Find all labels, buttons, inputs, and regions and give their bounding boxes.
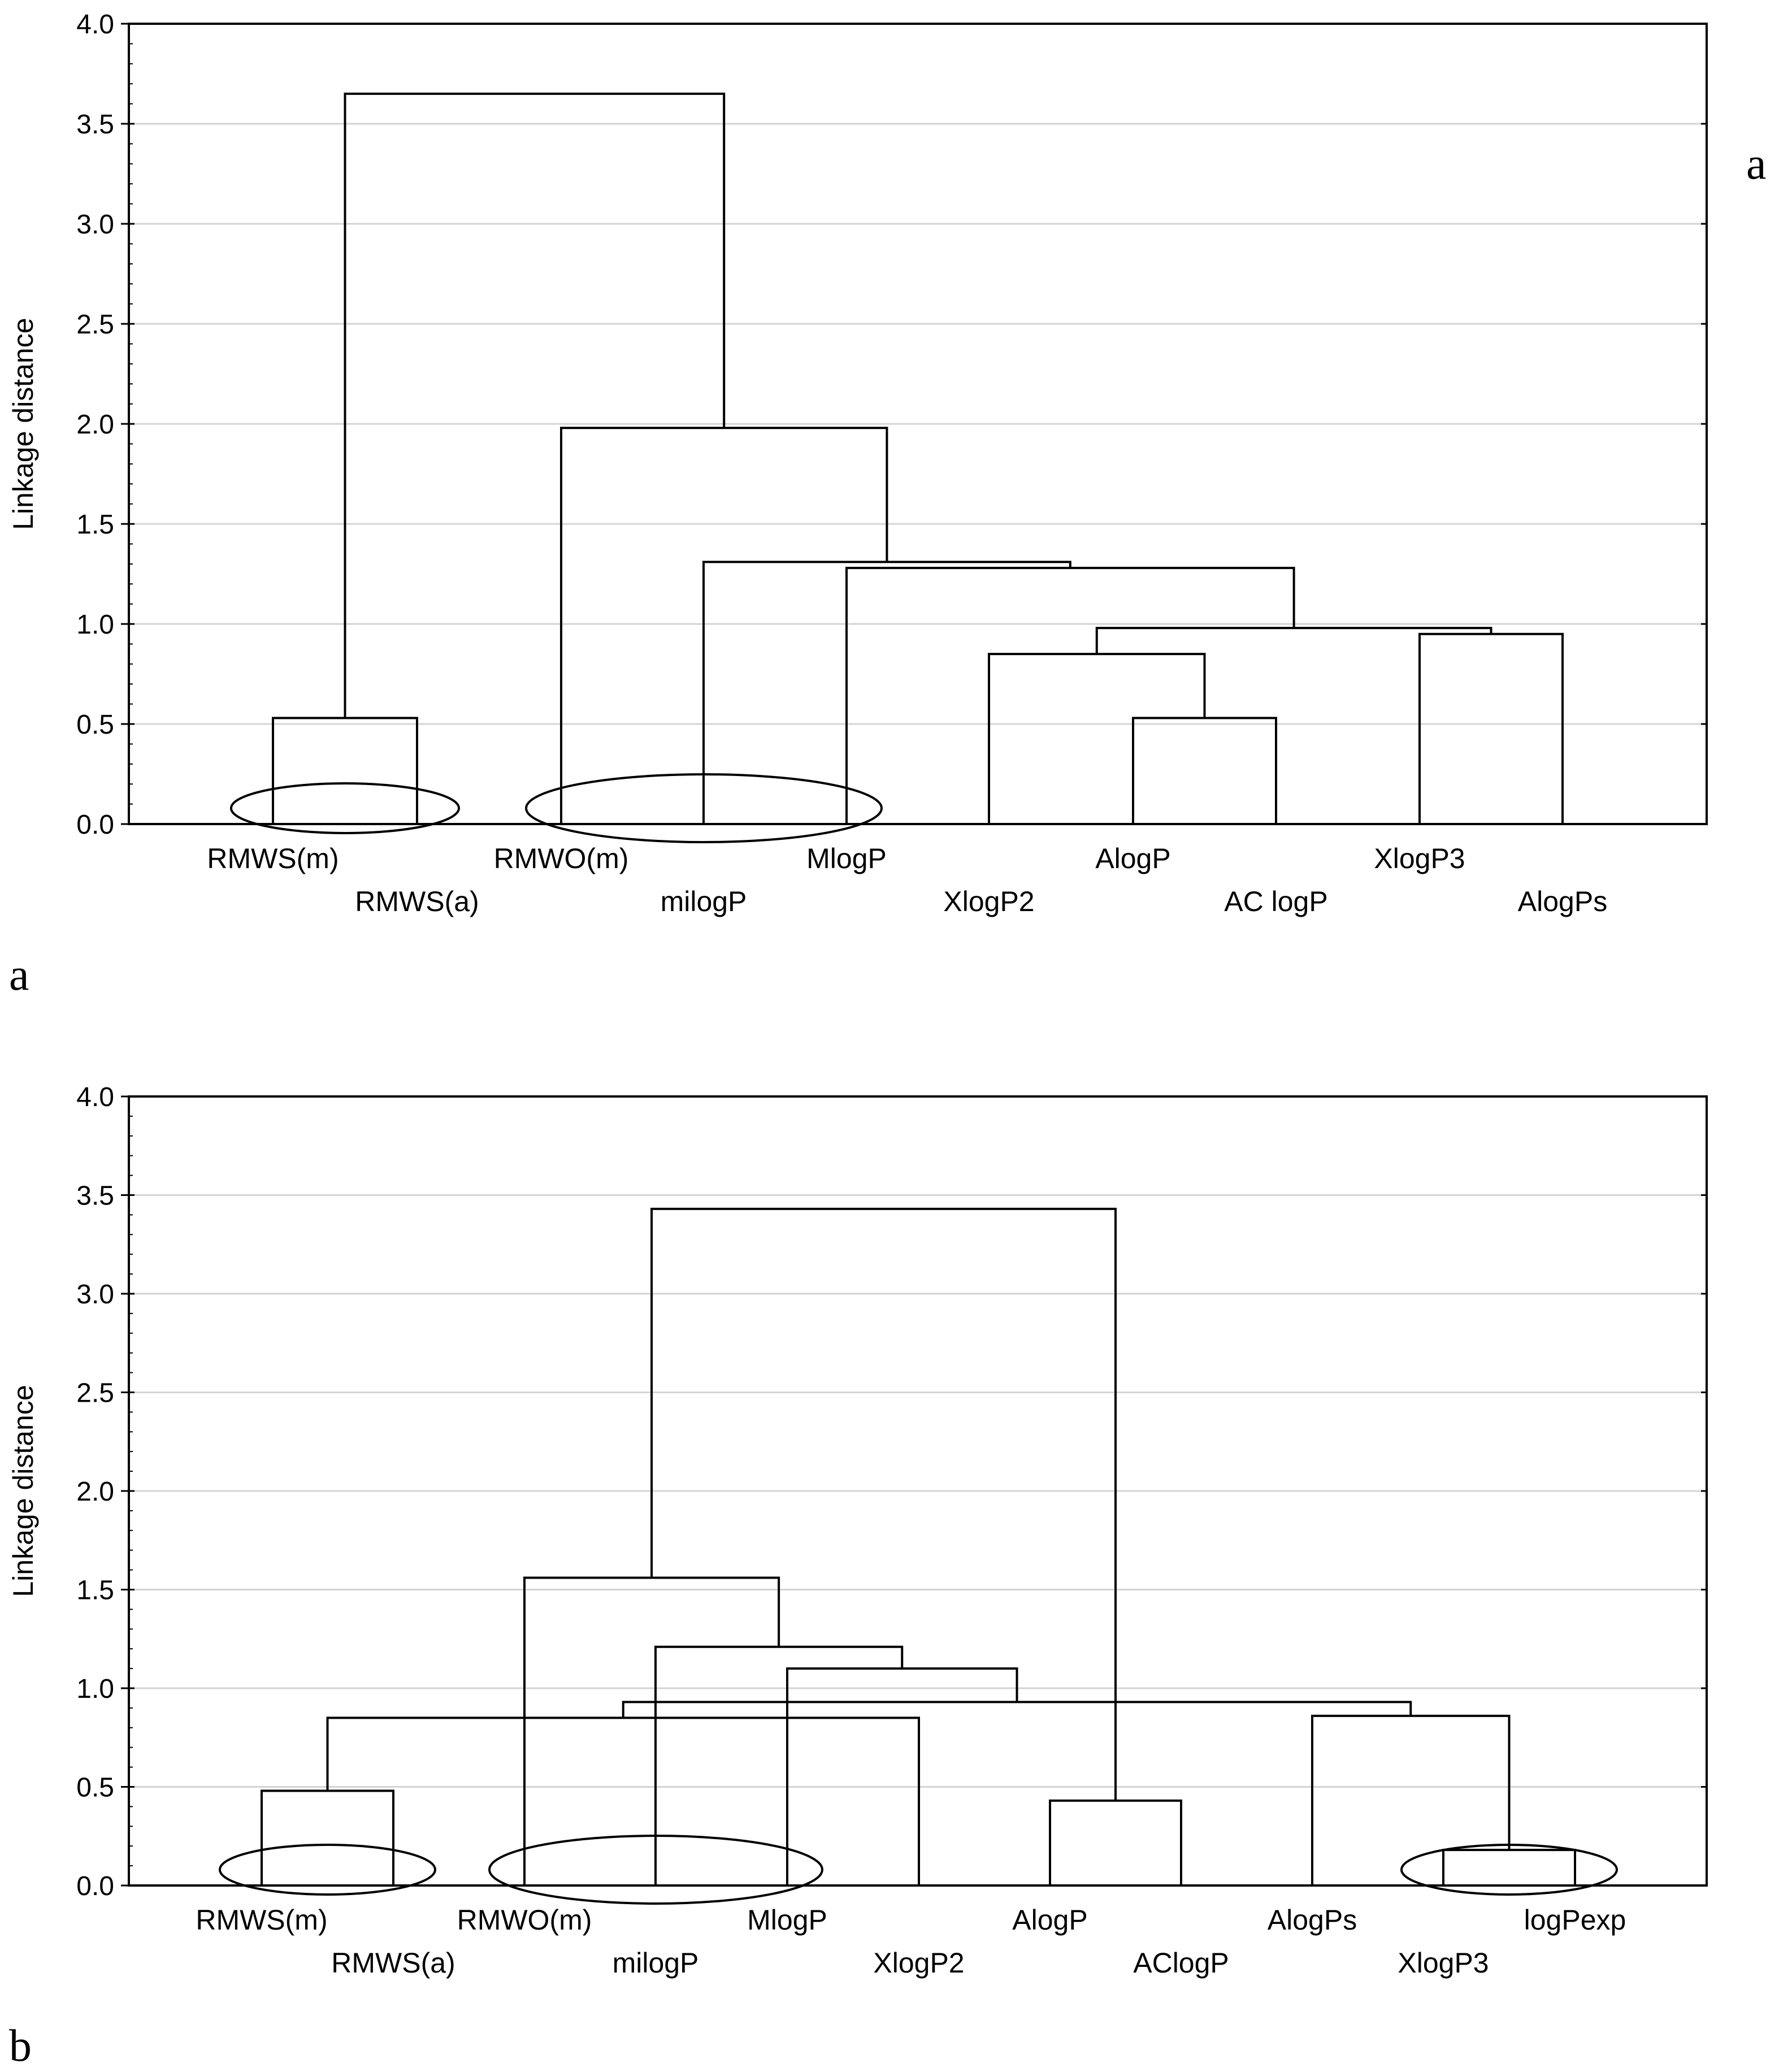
leaf-label: AlogP	[1095, 843, 1170, 874]
cluster-ellipse	[488, 1835, 823, 1905]
y-tick-label: 3.5	[76, 110, 114, 140]
leaf-label: XlogP3	[1398, 1947, 1489, 1979]
dendrogram-link	[1095, 627, 1492, 654]
dendrogram-link	[845, 566, 1295, 824]
leaf-label: AClogP	[1133, 1947, 1229, 1979]
leaf-label: RMWO(m)	[457, 1904, 592, 1936]
dendrogram-link	[702, 561, 1071, 824]
cluster-ellipse	[525, 773, 883, 843]
leaf-label: AlogP	[1012, 1904, 1087, 1936]
y-tick-label: 0.0	[76, 1871, 114, 1901]
y-tick-label: 1.0	[76, 1674, 114, 1704]
dendrogram-link	[272, 717, 418, 824]
dendrogram-link	[326, 1716, 920, 1885]
cluster-ellipse	[1400, 1844, 1618, 1896]
leaf-label: milogP	[613, 1947, 699, 1979]
dendrogram-link	[523, 1576, 780, 1885]
dendrogram-link	[1049, 1799, 1182, 1885]
y-tick-label: 2.5	[76, 1379, 114, 1408]
leaf-label: XlogP2	[943, 886, 1034, 917]
dendrogram-link	[1132, 717, 1277, 824]
leaf-label: logPexp	[1524, 1904, 1626, 1936]
dendrogram-link	[261, 1789, 394, 1885]
dendrogram-link	[344, 92, 726, 718]
leaf-label: AlogPs	[1268, 1904, 1357, 1936]
y-tick-label: 1.5	[76, 1576, 114, 1606]
y-axis-label: Linkage distance	[7, 318, 39, 530]
plot-frame	[128, 23, 1708, 825]
y-tick-label: 0.0	[76, 810, 114, 840]
y-tick-label: 4.0	[76, 1082, 114, 1112]
panel-b-label: b	[9, 2021, 32, 2071]
leaf-label: AlogPs	[1518, 886, 1607, 917]
leaf-label: XlogP2	[873, 1947, 964, 1979]
y-tick-label: 0.5	[76, 710, 114, 740]
dendrogram-link	[786, 1667, 1018, 1885]
y-tick-label: 3.0	[76, 210, 114, 240]
y-tick-label: 2.0	[76, 410, 114, 440]
leaf-label: RMWS(m)	[196, 1904, 327, 1936]
panel-a-side-label: a	[1746, 139, 1767, 189]
dendrogram-link	[1418, 632, 1564, 824]
y-tick-label: 0.5	[76, 1773, 114, 1803]
y-tick-label: 1.0	[76, 610, 114, 640]
leaf-label: milogP	[661, 886, 747, 917]
y-tick-label: 2.0	[76, 1477, 114, 1507]
leaf-label: AC logP	[1224, 886, 1327, 917]
y-tick-label: 2.5	[76, 310, 114, 340]
dendrogram-a: 0.0 0.5 1.0 1.5 2.0 2.5 3.0 3.5 4.0 Linkage dista…	[7, 10, 1708, 917]
dendrogram-link	[1311, 1714, 1511, 1885]
y-tick-label: 4.0	[76, 10, 114, 40]
dendrogram-link	[622, 1701, 1412, 1718]
leaf-label: RMWO(m)	[494, 843, 629, 874]
leaf-label: RMWS(m)	[207, 843, 339, 874]
y-axis-label: Linkage distance	[7, 1385, 39, 1597]
dendrogram-b: 0.0 0.5 1.0 1.5 2.0 2.5 3.0 3.5 4.0 Linkage dista…	[7, 1082, 1708, 1979]
dendrogram-link	[988, 653, 1206, 824]
leaf-label: RMWS(a)	[355, 886, 479, 917]
cluster-ellipse	[219, 1844, 436, 1896]
leaf-label: RMWS(a)	[331, 1947, 455, 1979]
dendrogram-link	[1442, 1849, 1576, 1885]
y-tick-label: 3.0	[76, 1280, 114, 1310]
dendrogram-link	[654, 1645, 904, 1885]
leaf-label: MlogP	[747, 1904, 827, 1936]
leaf-label: XlogP3	[1374, 843, 1465, 874]
y-tick-label: 3.5	[76, 1181, 114, 1211]
cluster-ellipse	[230, 782, 460, 834]
y-tick-label: 1.5	[76, 510, 114, 540]
panel-a-label: a	[9, 950, 29, 1000]
dendrogram-link	[650, 1207, 1117, 1801]
leaf-label: MlogP	[806, 843, 887, 874]
dendrogram-link	[560, 427, 888, 824]
